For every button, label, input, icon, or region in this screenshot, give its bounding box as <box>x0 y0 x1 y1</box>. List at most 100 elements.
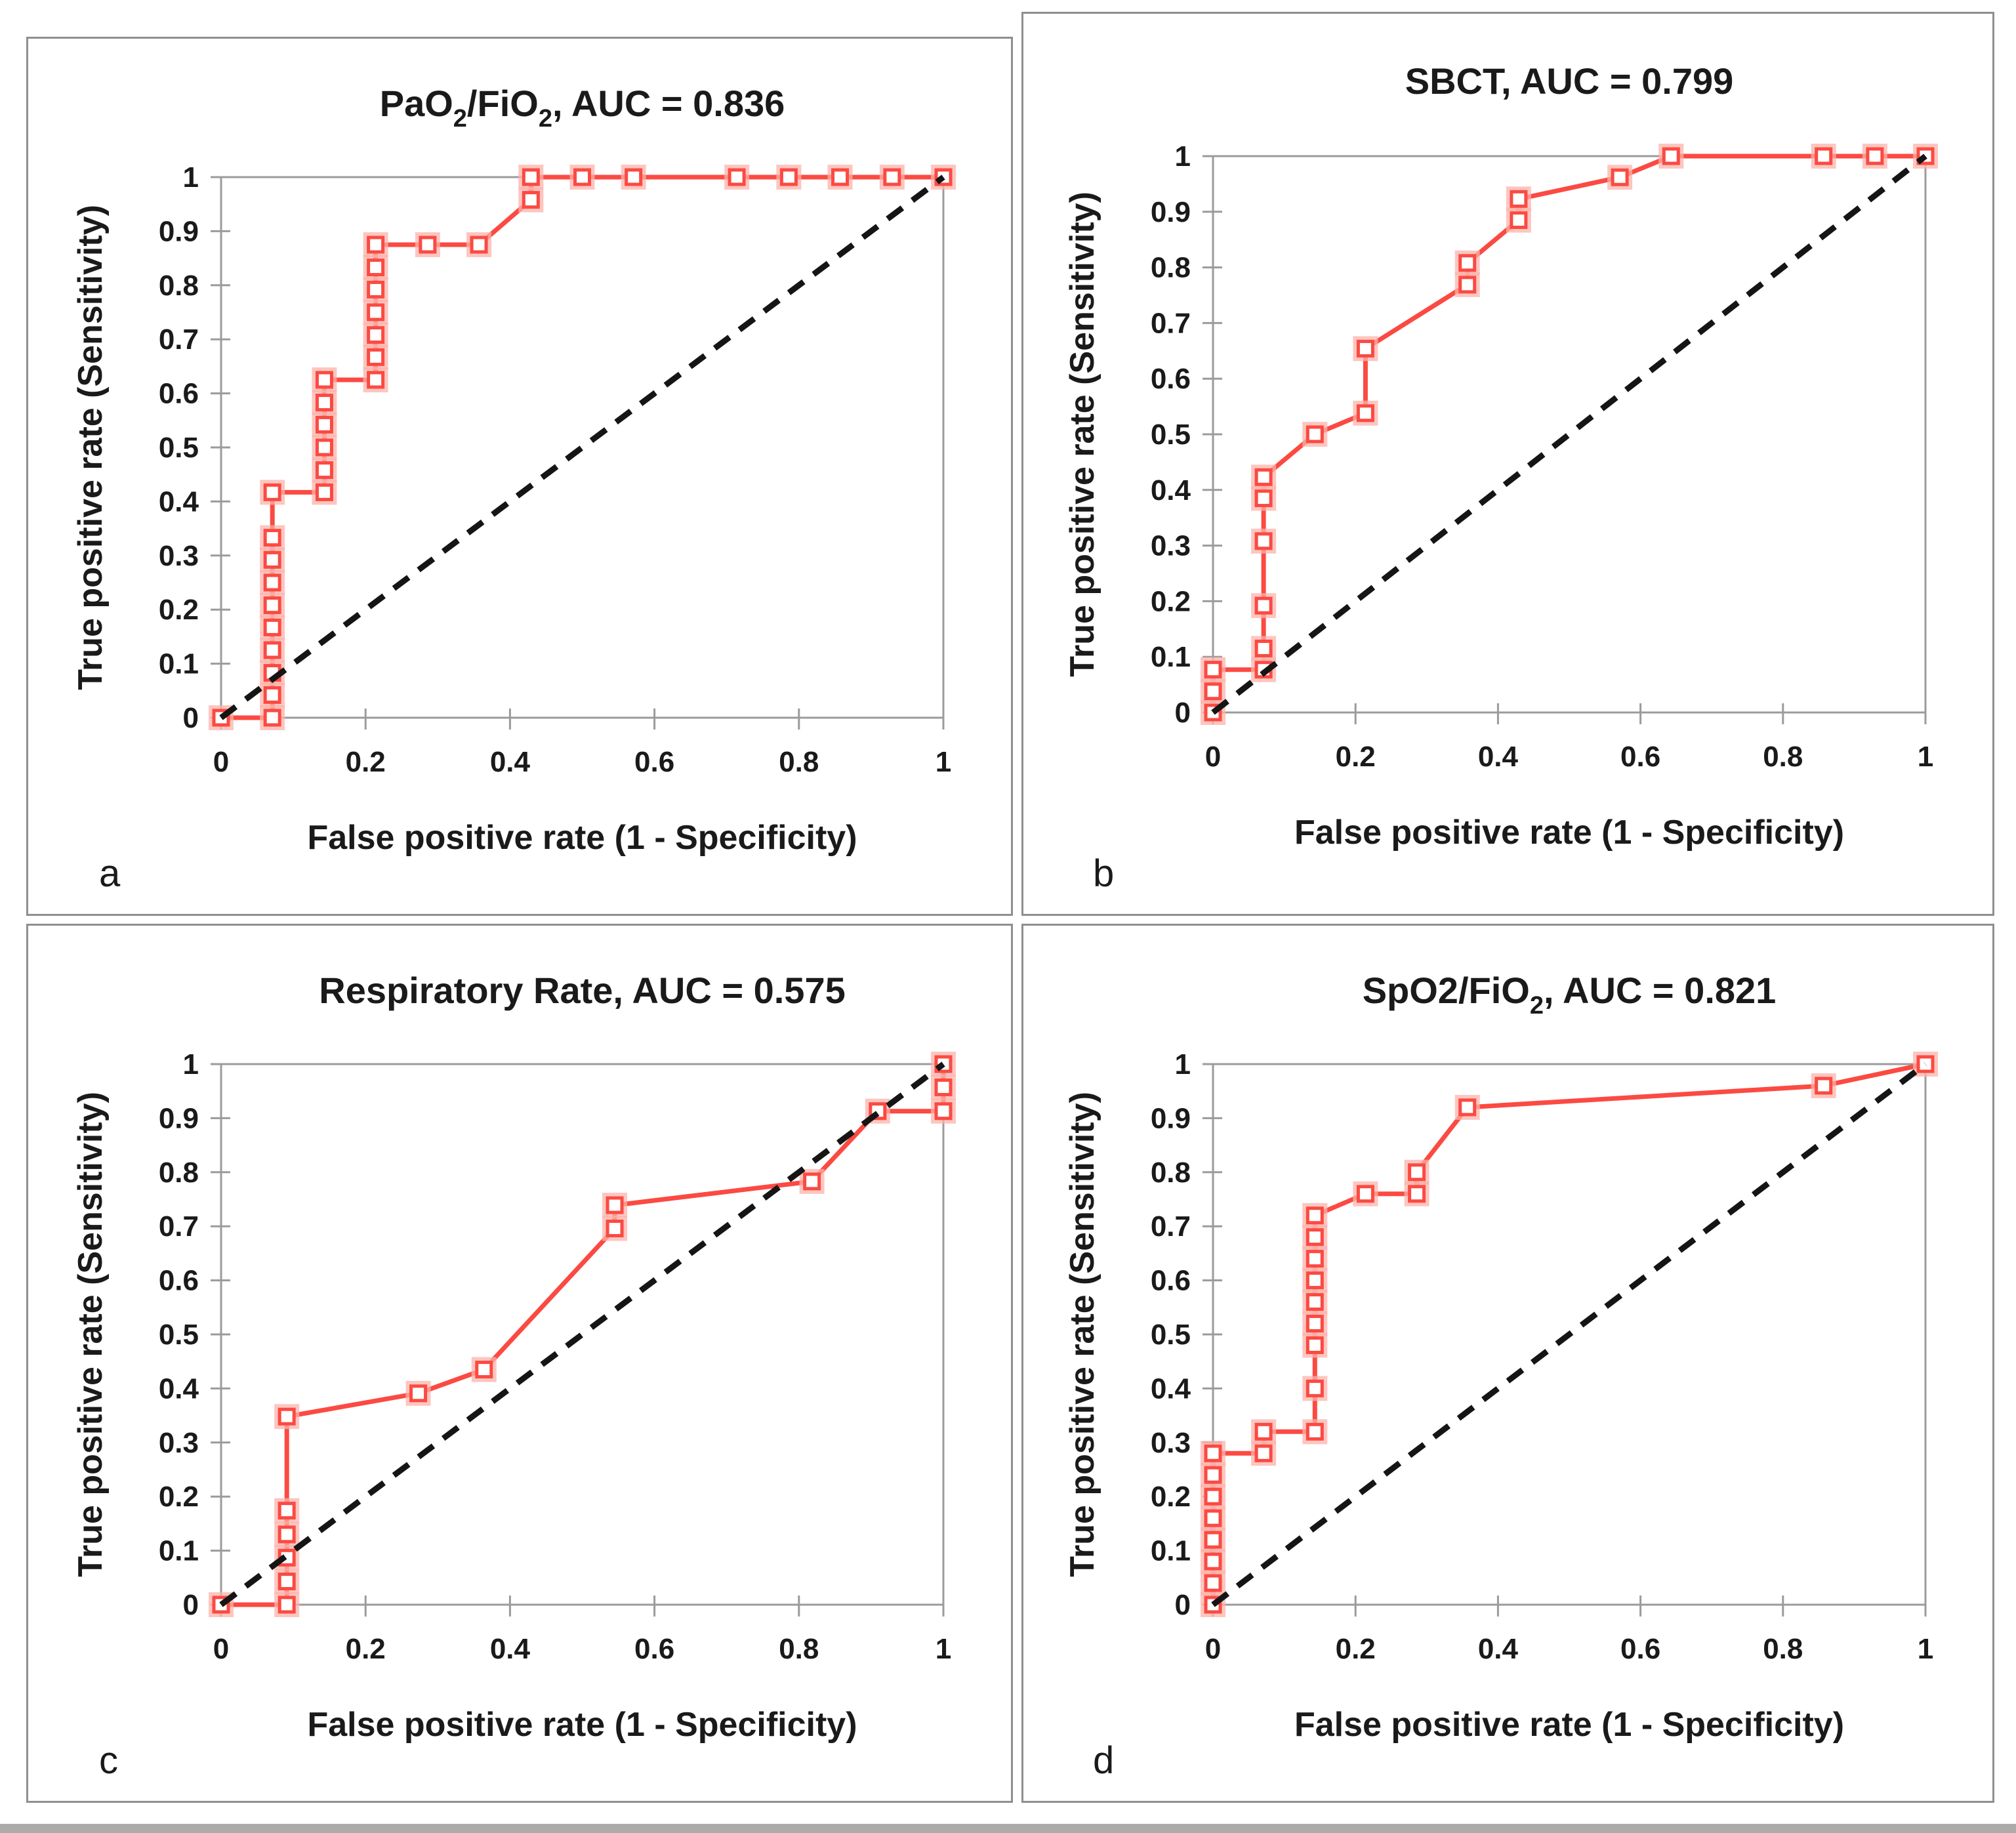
roc-data-marker <box>367 258 385 277</box>
roc-data-marker <box>1204 1574 1222 1592</box>
x-axis-label: False positive rate (1 - Specificity) <box>1294 814 1844 852</box>
roc-marker-halo <box>1251 593 1277 619</box>
y-tick-label: 0.2 <box>1151 1481 1191 1513</box>
roc-data-marker <box>263 596 281 615</box>
roc-data-marker <box>1356 339 1374 358</box>
roc-data-marker <box>367 303 385 321</box>
panel-letter: d <box>1093 1739 1114 1782</box>
roc-data-marker <box>1254 468 1273 486</box>
y-tick-label: 0.9 <box>1151 196 1191 228</box>
x-tick-label: 0 <box>1205 741 1221 773</box>
roc-marker-halo <box>1607 165 1633 190</box>
roc-data-marker <box>1815 147 1833 165</box>
roc-data-marker <box>883 168 901 186</box>
roc-data-marker <box>278 1573 296 1591</box>
roc-data-marker <box>1662 147 1680 165</box>
roc-marker-halo <box>1454 250 1480 276</box>
roc-data-marker <box>367 371 385 389</box>
x-tick-label: 0.4 <box>1478 1633 1519 1665</box>
figure-bottom-edge <box>0 1824 2016 1833</box>
roc-marker-halo <box>1811 1073 1836 1098</box>
roc-data-marker <box>1408 1185 1426 1203</box>
y-tick-label: 0.5 <box>1151 419 1191 451</box>
panel-letter: b <box>1093 852 1114 895</box>
roc-data-marker <box>475 1361 493 1379</box>
x-tick-label: 0.8 <box>1763 1633 1803 1665</box>
roc-marker-halo <box>1454 1094 1480 1120</box>
roc-data-marker <box>522 168 540 186</box>
chart-title: PaO2/FiO2, AUC = 0.836 <box>380 83 785 133</box>
roc-data-marker <box>367 326 385 344</box>
y-tick-label: 0.5 <box>159 432 199 464</box>
roc-data-marker <box>1458 254 1477 272</box>
y-axis-ticks: 0 0.1 0.2 0.3 0.4 0.5 0.6 0.7 0.8 0.9 1 <box>1151 140 1222 729</box>
roc-marker-halo <box>1302 1203 1328 1228</box>
roc-marker-halo <box>1201 1441 1225 1466</box>
roc-marker-halo <box>274 1545 300 1571</box>
roc-marker-halo <box>260 480 285 505</box>
x-tick-label: 0.4 <box>1478 741 1519 773</box>
y-tick-label: 0.5 <box>1151 1319 1191 1351</box>
y-tick-label: 0.5 <box>159 1319 199 1351</box>
roc-marker-halo <box>602 1216 628 1241</box>
roc-marker-halo <box>1506 186 1531 212</box>
roc-data-marker <box>1254 532 1273 550</box>
roc-data-marker <box>419 236 437 254</box>
roc-data-marker <box>263 529 281 547</box>
roc-marker-halo <box>209 1592 234 1617</box>
roc-marker-halo <box>518 187 544 213</box>
roc-marker-halo <box>602 1193 628 1218</box>
x-tick-label: 0 <box>1205 1633 1221 1665</box>
y-tick-label: 0.7 <box>1151 1210 1191 1243</box>
roc-data-marker <box>1306 1422 1324 1441</box>
roc-data-marker <box>315 461 333 480</box>
y-tick-label: 0.1 <box>1151 1535 1191 1567</box>
roc-marker-halo <box>260 638 285 663</box>
roc-data-marker <box>315 483 333 501</box>
y-tick-label: 0 <box>183 1589 199 1621</box>
y-tick-label: 0.6 <box>159 378 199 410</box>
roc-marker-halo <box>1302 422 1328 447</box>
roc-data-marker <box>1204 682 1222 701</box>
roc-marker-halo <box>1862 144 1887 169</box>
x-tick-label: 0.2 <box>346 1633 386 1665</box>
roc-marker-halo <box>1302 1376 1328 1401</box>
y-tick-label: 1 <box>183 1048 199 1081</box>
roc-marker-halo <box>1302 1419 1328 1445</box>
roc-chart-b: 00.10.20.30.40.50.60.70.80.910 0.2 0.4 0.6 0… <box>1063 60 1938 895</box>
y-tick-label: 0.7 <box>1151 307 1191 339</box>
roc-data-marker <box>367 348 385 366</box>
roc-data-marker <box>1254 1422 1273 1441</box>
x-tick-label: 1 <box>1918 1633 1933 1665</box>
roc-marker-halo <box>471 1357 497 1382</box>
x-tick-label: 0 <box>213 746 229 778</box>
roc-data-marker <box>1306 1336 1324 1354</box>
roc-marker-halo <box>1913 144 1938 169</box>
y-tick-label: 0.9 <box>159 215 199 247</box>
roc-data-marker <box>1458 1098 1477 1117</box>
x-tick-label: 1 <box>936 1633 951 1665</box>
roc-marker-halo <box>931 1075 956 1100</box>
x-tick-label: 0.6 <box>634 1633 674 1665</box>
roc-data-marker <box>831 168 850 186</box>
roc-data-marker <box>934 1102 953 1121</box>
roc-data-marker <box>1306 1315 1324 1333</box>
x-tick-label: 0.8 <box>779 1633 819 1665</box>
roc-marker-halo <box>274 1592 300 1617</box>
roc-marker-halo <box>363 232 388 257</box>
chart-title: SBCT, AUC = 0.799 <box>1405 60 1734 102</box>
roc-data-marker <box>1458 276 1477 294</box>
roc-marker-halo <box>312 457 337 483</box>
roc-chart-a: 00.10.20.30.40.50.60.70.80.910 0.2 0.4 0.6 0… <box>72 83 956 895</box>
roc-marker-halo <box>363 367 388 392</box>
roc-marker-halo <box>1201 657 1225 682</box>
roc-data-marker <box>522 191 540 209</box>
roc-data-marker <box>1306 1228 1324 1246</box>
y-tick-label: 0.6 <box>1151 363 1191 395</box>
x-axis-ticks: 0 0.2 0.4 0.6 0.8 1 <box>213 1596 951 1665</box>
roc-marker-halo <box>518 165 544 190</box>
y-tick-label: 0.3 <box>1151 530 1191 562</box>
y-tick-label: 1 <box>1175 1048 1191 1081</box>
x-tick-label: 0.2 <box>1336 1633 1376 1665</box>
